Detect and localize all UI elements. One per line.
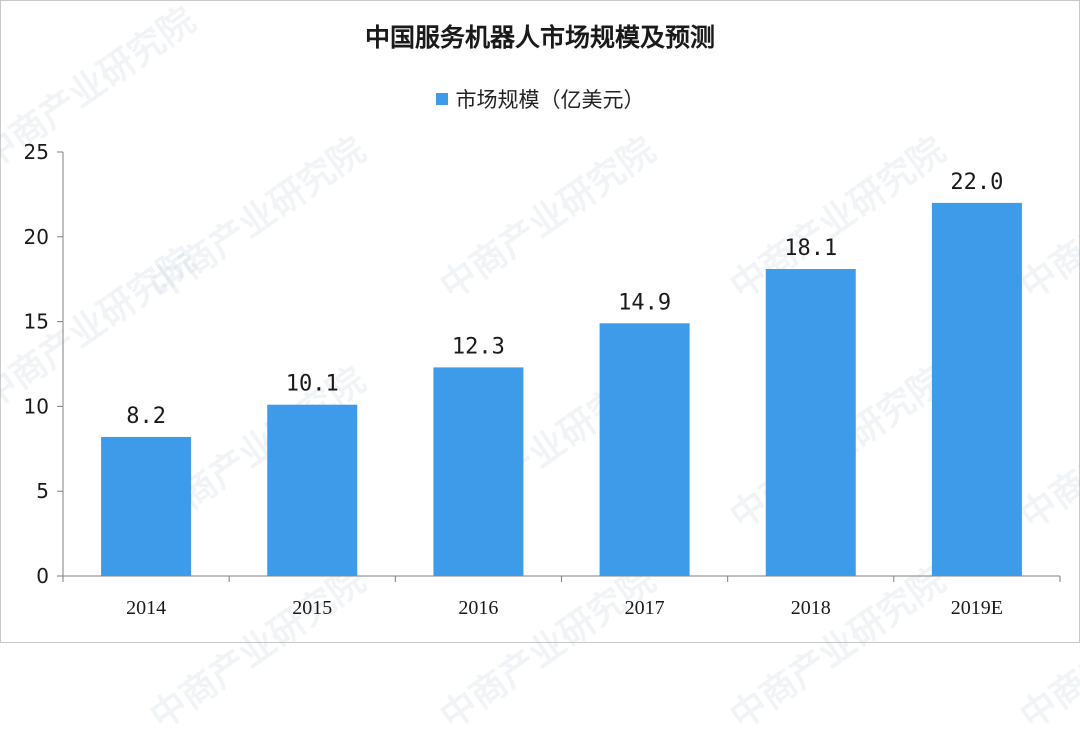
x-tick-label: 2017 <box>625 597 665 619</box>
bar <box>101 436 192 576</box>
legend-label: 市场规模（亿美元） <box>455 88 645 112</box>
bar <box>599 323 690 576</box>
chart-title: 中国服务机器人市场规模及预测 <box>364 23 715 52</box>
y-tick-label: 25 <box>24 140 49 164</box>
x-tick-label: 2015 <box>292 597 332 619</box>
y-tick-label: 10 <box>24 394 49 418</box>
data-label: 12.3 <box>452 334 505 359</box>
x-tick-label: 2018 <box>791 597 831 619</box>
bar <box>765 269 856 576</box>
data-label: 14.9 <box>618 290 671 315</box>
data-label: 8.2 <box>126 404 166 429</box>
chart-legend: 市场规模（亿美元） <box>0 84 1080 114</box>
bar <box>267 404 358 576</box>
data-label: 18.1 <box>784 236 837 261</box>
x-tick-label: 2019E <box>951 597 1003 619</box>
bar <box>433 367 524 576</box>
bar-chart: 0 5 10 15 20 25 8.2 2014 10.1 2015 12.3 2016 14.9 201… <box>24 140 1061 619</box>
y-tick-label: 0 <box>36 564 49 588</box>
bar <box>931 202 1022 576</box>
data-label: 22.0 <box>950 170 1003 195</box>
data-label: 10.1 <box>286 372 339 397</box>
x-tick-label: 2016 <box>458 597 498 619</box>
y-tick-label: 15 <box>24 310 49 334</box>
y-tick-label: 5 <box>36 479 49 503</box>
legend-swatch <box>435 93 448 105</box>
y-tick-label: 20 <box>24 225 49 249</box>
x-tick-label: 2014 <box>126 597 166 619</box>
